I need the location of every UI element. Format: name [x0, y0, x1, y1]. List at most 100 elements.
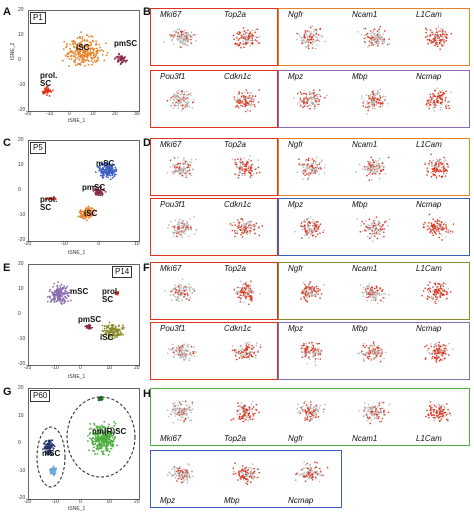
gene-label: Ncam1 — [352, 140, 378, 149]
y-tick-label: 20 — [18, 385, 24, 391]
panel-label-g: G — [3, 386, 12, 398]
gene-expression-plot — [166, 156, 197, 179]
gene-group-frame — [278, 198, 470, 256]
gene-label: Mbp — [352, 324, 368, 333]
x-axis-label: tSNE_1 — [68, 118, 86, 124]
gene-expression-plot — [231, 341, 262, 361]
gene-label: Mbp — [352, 200, 368, 209]
panel-label-h: H — [143, 388, 151, 400]
x-tick-label: 20 — [134, 365, 140, 371]
x-tick-label: -10 — [51, 365, 59, 371]
cluster-label-prol-sc: prol. SC — [102, 287, 120, 304]
cluster-label-isc: iSC — [76, 43, 90, 52]
gene-label: Ncam1 — [352, 10, 378, 19]
cluster-label-msc: mSC — [96, 159, 115, 168]
x-axis-label: tSNE_1 — [68, 250, 86, 256]
gene-group-frame — [278, 262, 470, 320]
gene-expression-plot — [292, 89, 328, 110]
gene-expression-plot — [166, 463, 194, 484]
gene-label: Pou3f1 — [160, 200, 186, 209]
gene-label: Mki67 — [160, 264, 182, 273]
y-tick-label: 0 — [18, 57, 21, 63]
y-tick-label: 10 — [18, 32, 24, 38]
x-tick-label: 0 — [97, 241, 101, 247]
gene-expression-plot — [232, 27, 261, 49]
x-tick-label: 10 — [106, 365, 113, 371]
gene-label: Ncmap — [288, 496, 314, 505]
cluster-label-pmsc: pmSC — [114, 39, 138, 48]
y-tick-label: -10 — [18, 467, 26, 474]
panel-label-b: B — [143, 6, 151, 18]
cluster-label-nmrsc: nm(R)SC — [92, 427, 127, 436]
gene-label: Ncmap — [416, 200, 442, 209]
gene-expression-plot — [295, 25, 327, 50]
x-tick-label: 10 — [106, 499, 113, 505]
tsne-plot-p1 — [28, 10, 140, 112]
gene-expression-plot — [230, 400, 260, 423]
y-tick-label: -20 — [18, 361, 26, 367]
stage-label-p14: P14 — [112, 266, 133, 278]
tsne-plot-p5 — [28, 140, 140, 242]
gene-expression-plot — [425, 87, 452, 112]
cluster-label-pmsc: pmSC — [82, 183, 106, 192]
x-tick-label: -10 — [51, 499, 59, 505]
y-tick-label: 10 — [18, 412, 24, 419]
gene-label: Ngfr — [288, 140, 304, 149]
gene-expression-plot — [361, 88, 389, 115]
x-tick-label: 20 — [112, 111, 118, 117]
gene-label: Top2a — [224, 264, 246, 273]
gene-expression-plot — [359, 283, 390, 305]
gene-label: Ncmap — [416, 72, 442, 81]
gene-expression-plot — [421, 281, 452, 305]
gene-expression-plot — [358, 401, 391, 425]
x-tick-label: 30 — [134, 111, 140, 117]
y-tick-label: 10 — [18, 162, 24, 168]
gene-group-frame — [150, 198, 278, 256]
gene-group-frame — [150, 138, 278, 196]
y-tick-label: -20 — [18, 237, 26, 243]
gene-expression-plot — [424, 341, 454, 363]
gene-expression-plot — [167, 215, 198, 238]
gene-label: Mpz — [288, 324, 304, 333]
gene-expression-plot — [294, 461, 329, 483]
gene-label: Mbp — [224, 496, 240, 505]
stage-label-p1: P1 — [30, 12, 46, 24]
y-tick-label: -10 — [18, 82, 26, 88]
gene-group-frame — [150, 262, 278, 320]
gene-label: Ncam1 — [352, 264, 378, 273]
stage-label-p5: P5 — [30, 142, 46, 154]
gene-label: Pou3f1 — [160, 72, 186, 81]
gene-label: L1Cam — [416, 434, 442, 443]
gene-group-frame — [150, 388, 470, 446]
y-tick-label: 20 — [18, 7, 24, 13]
gene-expression-plot — [296, 400, 326, 422]
y-tick-label: -20 — [18, 107, 26, 113]
gene-expression-plot — [300, 341, 323, 366]
cluster-label-prol-sc: prol. SC — [40, 71, 58, 88]
gene-label: Ngfr — [288, 434, 304, 443]
gene-label: Top2a — [224, 10, 246, 19]
y-axis-label: tSNE_2 — [10, 42, 16, 60]
gene-label: Ncmap — [416, 324, 442, 333]
gene-expression-plot — [232, 462, 261, 486]
x-tick-label: 0 — [79, 365, 82, 371]
gene-expression-plot — [296, 156, 327, 180]
gene-expression-plot — [425, 401, 452, 423]
gene-label: Mpz — [160, 496, 176, 505]
x-tick-label: 20 — [134, 499, 140, 505]
gene-label: Mki67 — [160, 140, 182, 149]
y-tick-label: -20 — [18, 495, 26, 501]
y-tick-label: 0 — [18, 440, 21, 446]
gene-expression-plot — [422, 213, 455, 241]
gene-label: Top2a — [224, 140, 246, 149]
cluster-label-pmsc: pmSC — [78, 315, 102, 324]
gene-group-frame — [278, 70, 470, 128]
gene-expression-plot — [166, 89, 195, 112]
gene-expression-plot — [424, 26, 453, 50]
y-tick-label: 20 — [18, 137, 24, 143]
y-tick-label: -10 — [18, 336, 26, 342]
gene-expression-plot — [233, 280, 262, 306]
gene-expression-plot — [229, 217, 264, 238]
gene-label: Mpz — [288, 200, 304, 209]
y-tick-label: -10 — [18, 212, 26, 218]
